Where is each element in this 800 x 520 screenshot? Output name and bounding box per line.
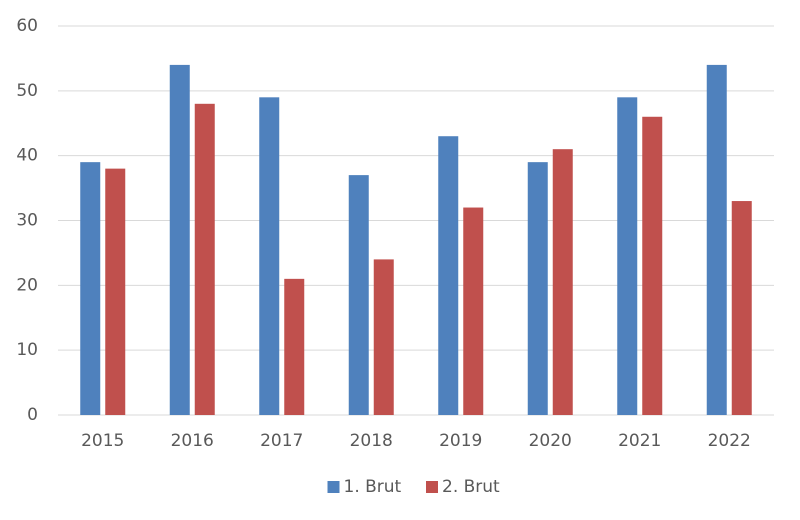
y-tick-label: 20 — [16, 275, 38, 295]
y-tick-label: 40 — [16, 146, 38, 166]
bar — [80, 162, 101, 415]
x-tick-label: 2021 — [618, 431, 661, 451]
x-tick-label: 2018 — [350, 431, 393, 451]
y-tick-label: 10 — [16, 340, 38, 360]
x-tick-label: 2019 — [439, 431, 482, 451]
bar — [463, 207, 484, 415]
bar — [373, 259, 394, 415]
y-tick-label: 30 — [16, 211, 38, 231]
bar — [617, 97, 638, 416]
x-tick-label: 2020 — [529, 431, 572, 451]
bar — [105, 168, 126, 415]
bar — [642, 116, 663, 416]
bar — [438, 136, 459, 415]
bar — [731, 201, 752, 415]
y-tick-label: 0 — [27, 405, 38, 425]
bar — [552, 149, 573, 415]
y-tick-label: 50 — [16, 81, 38, 101]
legend-label: 1. Brut — [344, 477, 402, 497]
legend-swatch — [327, 481, 340, 493]
bar — [194, 103, 215, 416]
legend-swatch — [426, 481, 438, 493]
x-tick-label: 2017 — [260, 431, 303, 451]
y-tick-label: 60 — [16, 16, 38, 36]
bar — [259, 97, 280, 416]
bar — [169, 64, 190, 416]
bar — [284, 278, 305, 415]
x-tick-label: 2016 — [171, 431, 214, 451]
bar — [706, 64, 727, 416]
x-tick-label: 2022 — [708, 431, 751, 451]
bar — [527, 162, 548, 415]
bar — [348, 175, 369, 415]
legend-label: 2. Brut — [442, 477, 500, 497]
x-tick-label: 2015 — [81, 431, 124, 451]
